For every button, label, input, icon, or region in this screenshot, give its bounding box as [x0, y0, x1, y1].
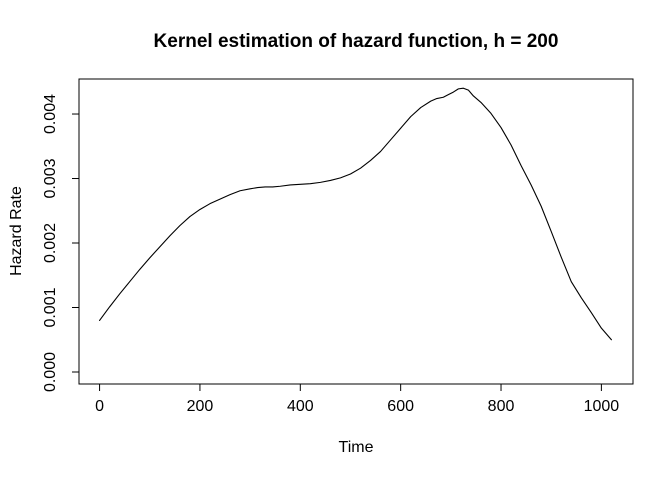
- x-tick-label: 200: [187, 398, 214, 415]
- y-tick-label: 0.001: [42, 287, 59, 327]
- y-tick-label: 0.004: [42, 94, 59, 134]
- x-tick-label: 800: [488, 398, 515, 415]
- y-tick-label: 0.003: [42, 158, 59, 198]
- x-tick-label: 1000: [584, 398, 620, 415]
- y-tick-label: 0.000: [42, 352, 59, 392]
- y-tick-label: 0.002: [42, 223, 59, 263]
- x-tick-label: 0: [95, 398, 104, 415]
- x-axis-label: Time: [338, 439, 374, 456]
- hazard-curve: [99, 87, 612, 341]
- y-axis-label: Hazard Rate: [8, 186, 25, 276]
- x-tick-label: 600: [387, 398, 414, 415]
- x-tick-label: 400: [287, 398, 314, 415]
- plot-title: Kernel estimation of hazard function, h …: [153, 31, 559, 52]
- plot-box: [78, 78, 634, 385]
